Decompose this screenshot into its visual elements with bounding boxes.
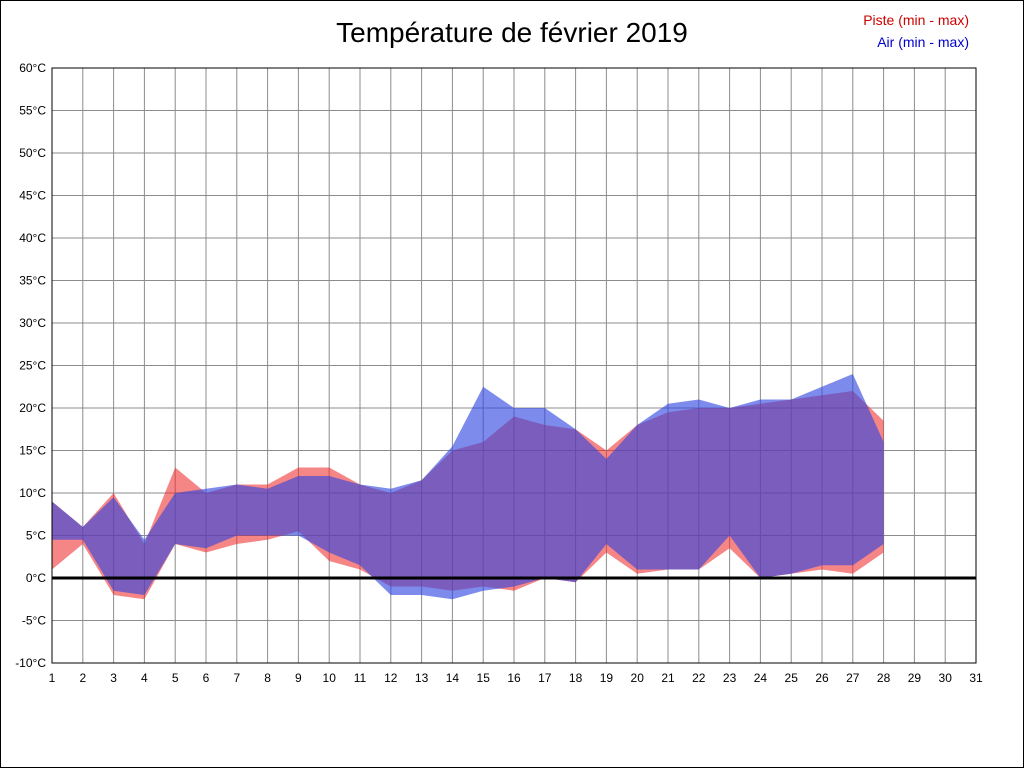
y-tick-label: -5°C xyxy=(22,614,46,628)
x-tick-label: 18 xyxy=(569,671,583,685)
y-tick-label: 10°C xyxy=(19,486,46,500)
x-tick-label: 22 xyxy=(692,671,706,685)
legend-item-air: Air (min - max) xyxy=(877,34,969,50)
y-tick-label: 25°C xyxy=(19,359,46,373)
x-tick-label: 31 xyxy=(969,671,983,685)
x-tick-label: 13 xyxy=(415,671,429,685)
x-tick-label: 25 xyxy=(785,671,799,685)
x-tick-label: 29 xyxy=(908,671,922,685)
legend-item-piste: Piste (min - max) xyxy=(863,12,969,28)
x-tick-label: 2 xyxy=(79,671,86,685)
y-tick-label: 20°C xyxy=(19,401,46,415)
x-tick-label: 9 xyxy=(295,671,302,685)
x-tick-label: 1 xyxy=(49,671,56,685)
x-tick-label: 30 xyxy=(939,671,953,685)
x-tick-label: 7 xyxy=(233,671,240,685)
y-tick-label: 60°C xyxy=(19,61,46,75)
y-tick-label: 55°C xyxy=(19,104,46,118)
y-tick-label: 0°C xyxy=(26,571,46,585)
x-tick-label: 4 xyxy=(141,671,148,685)
x-tick-label: 19 xyxy=(600,671,614,685)
x-tick-label: 26 xyxy=(815,671,829,685)
y-tick-label: 30°C xyxy=(19,316,46,330)
x-tick-label: 15 xyxy=(477,671,491,685)
chart-title: Température de février 2019 xyxy=(336,17,688,48)
x-tick-label: 17 xyxy=(538,671,552,685)
x-tick-label: 20 xyxy=(631,671,645,685)
x-tick-label: 21 xyxy=(661,671,675,685)
x-tick-label: 10 xyxy=(323,671,337,685)
x-tick-label: 6 xyxy=(203,671,210,685)
y-tick-label: 45°C xyxy=(19,189,46,203)
plot-border xyxy=(51,67,977,664)
x-tick-label: 27 xyxy=(846,671,860,685)
x-tick-label: 23 xyxy=(723,671,737,685)
x-tick-label: 5 xyxy=(172,671,179,685)
x-tick-label: 11 xyxy=(354,671,367,685)
x-tick-label: 3 xyxy=(110,671,117,685)
legend: Piste (min - max) Air (min - max) xyxy=(863,9,969,53)
y-tick-label: 40°C xyxy=(19,231,46,245)
x-tick-label: 12 xyxy=(384,671,398,685)
y-tick-label: 50°C xyxy=(19,146,46,160)
x-tick-label: 8 xyxy=(264,671,271,685)
y-tick-label: -10°C xyxy=(15,656,46,670)
y-tick-label: 15°C xyxy=(19,444,46,458)
band-air xyxy=(52,374,884,600)
y-tick-label: 5°C xyxy=(26,529,46,543)
y-tick-label: 35°C xyxy=(19,274,46,288)
x-tick-label: 24 xyxy=(754,671,768,685)
x-tick-label: 28 xyxy=(877,671,891,685)
x-tick-label: 14 xyxy=(446,671,460,685)
x-tick-label: 16 xyxy=(507,671,521,685)
